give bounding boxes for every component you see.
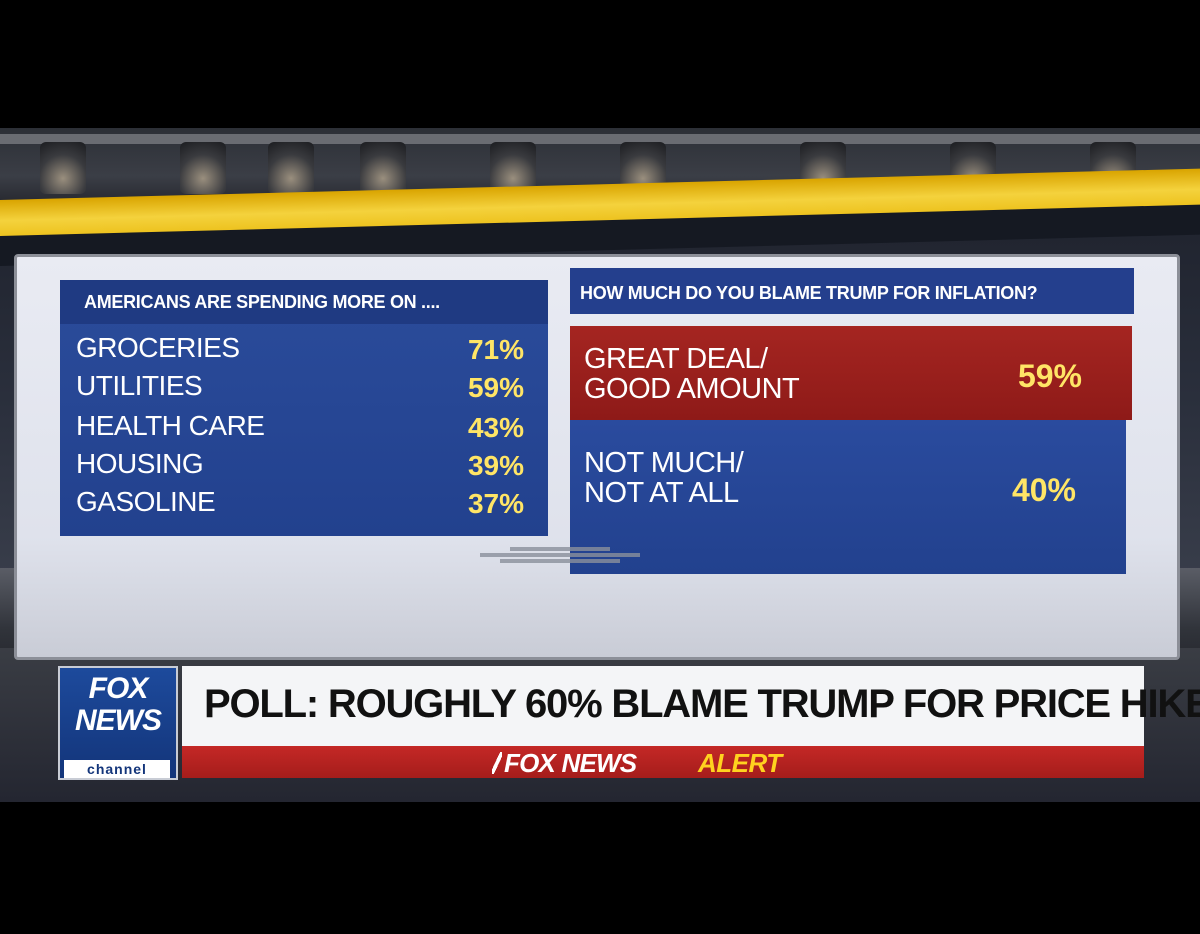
fine-print-line bbox=[510, 547, 610, 551]
spending-panel: AMERICANS ARE SPENDING MORE ON .... GROC… bbox=[60, 280, 548, 536]
spending-row-label: GROCERIES bbox=[76, 332, 240, 363]
spending-row: HEALTH CARE 43% bbox=[76, 410, 524, 448]
answer-value: 59% bbox=[1017, 358, 1082, 394]
answer-label-line2: NOT AT ALL bbox=[584, 477, 739, 509]
alert-prefix-text: FOX NEWS bbox=[504, 748, 637, 778]
spending-row-value: 43% bbox=[467, 412, 524, 443]
spending-row: UTILITIES 59% bbox=[76, 370, 524, 408]
source-fine-print bbox=[470, 545, 650, 565]
answer-value: 40% bbox=[1011, 472, 1076, 508]
fine-print-line bbox=[480, 553, 640, 557]
alert-fox-news: FOX NEWS bbox=[492, 748, 637, 779]
logo-fox-text: FOX bbox=[88, 672, 149, 705]
answer-label-line2: GOOD AMOUNT bbox=[584, 373, 800, 405]
answer-great-deal: GREAT DEAL/ GOOD AMOUNT 59% bbox=[570, 326, 1132, 420]
spending-row-label: HEALTH CARE bbox=[76, 410, 265, 441]
alert-word: ALERT bbox=[698, 748, 782, 778]
fox-slash-icon bbox=[492, 752, 502, 774]
spending-row: HOUSING 39% bbox=[76, 448, 524, 486]
logo-channel-text: channel bbox=[64, 760, 170, 778]
spending-row-value: 59% bbox=[467, 372, 524, 403]
spending-row-value: 37% bbox=[467, 488, 524, 519]
answer-label-line1: NOT MUCH/ bbox=[584, 447, 744, 479]
headline: POLL: ROUGHLY 60% BLAME TRUMP FOR PRICE … bbox=[204, 682, 1200, 726]
ceiling-truss bbox=[0, 134, 1200, 144]
spending-row-label: GASOLINE bbox=[76, 486, 216, 517]
lower-third: FOX NEWS channel POLL: ROUGHLY 60% BLAME… bbox=[58, 664, 1200, 782]
headline-box: POLL: ROUGHLY 60% BLAME TRUMP FOR PRICE … bbox=[182, 666, 1200, 746]
spending-panel-header: AMERICANS ARE SPENDING MORE ON .... bbox=[60, 280, 548, 324]
studio-light-icon bbox=[40, 142, 86, 194]
spending-row-label: HOUSING bbox=[76, 448, 204, 479]
studio-light-icon bbox=[268, 142, 314, 194]
logo-news-text: NEWS bbox=[75, 704, 162, 737]
blame-panel: HOW MUCH DO YOU BLAME TRUMP FOR INFLATIO… bbox=[570, 268, 1134, 574]
alert-bar: FOX NEWS ALERT bbox=[182, 746, 1144, 778]
fox-news-logo: FOX NEWS channel bbox=[58, 666, 178, 780]
spending-row: GASOLINE 37% bbox=[76, 486, 524, 524]
spending-row-label: UTILITIES bbox=[76, 370, 203, 401]
answer-not-much: NOT MUCH/ NOT AT ALL 40% bbox=[570, 420, 1126, 574]
spending-row-value: 71% bbox=[467, 334, 524, 365]
studio-light-icon bbox=[180, 142, 226, 194]
blame-panel-header: HOW MUCH DO YOU BLAME TRUMP FOR INFLATIO… bbox=[570, 268, 1134, 314]
answer-label-line1: GREAT DEAL/ bbox=[584, 343, 768, 375]
spending-row-value: 39% bbox=[467, 450, 524, 481]
fine-print-line bbox=[500, 559, 620, 563]
spending-row: GROCERIES 71% bbox=[76, 332, 524, 370]
studio-ceiling bbox=[0, 128, 1200, 208]
studio-light-icon bbox=[360, 142, 406, 194]
